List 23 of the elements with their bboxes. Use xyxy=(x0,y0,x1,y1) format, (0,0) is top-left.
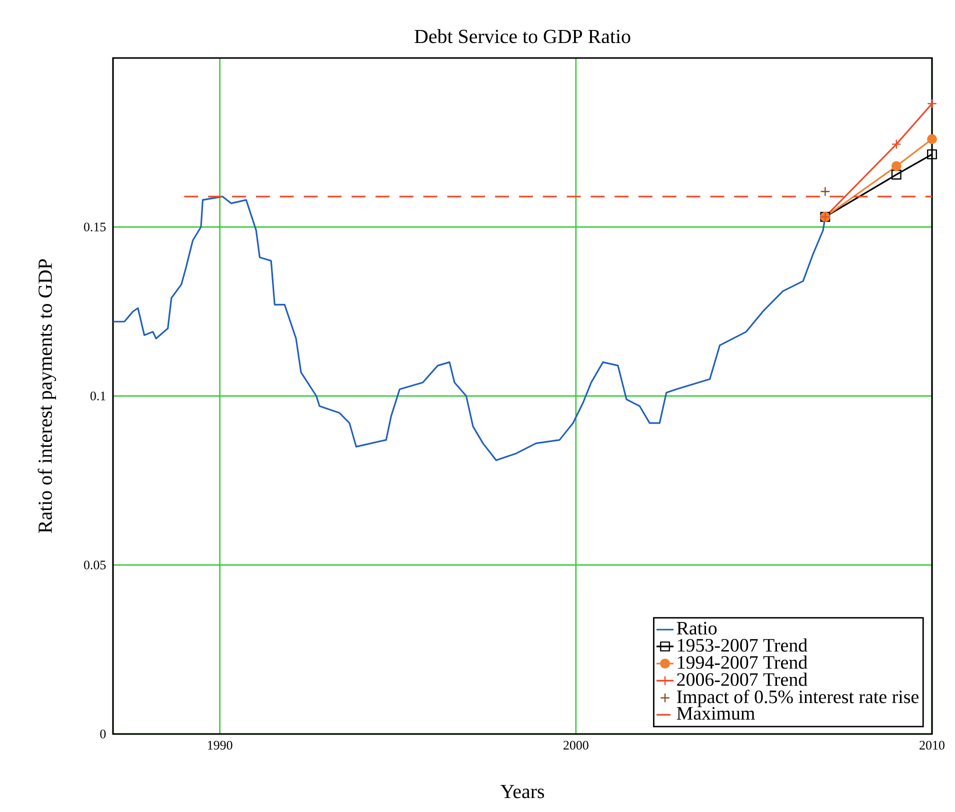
x-axis-title: Years xyxy=(500,784,544,798)
point xyxy=(891,139,902,150)
point xyxy=(891,170,902,180)
y-tick-label: 0 xyxy=(100,730,106,738)
y-tick-label: 0.15 xyxy=(84,222,106,232)
legend-label: 1953-2007 Trend xyxy=(678,638,808,652)
legend-label: Maximum xyxy=(676,707,755,720)
legend-label: 1994-2007 Trend xyxy=(678,655,808,669)
legend-label: Ratio xyxy=(676,622,717,635)
point xyxy=(927,134,937,144)
chart-title: Debt Service to GDP Ratio xyxy=(414,29,630,44)
x-tick-label: 2010 xyxy=(920,740,944,750)
point xyxy=(927,149,937,160)
x-tick-label: 1990 xyxy=(208,740,232,750)
x-tick-label: 2000 xyxy=(564,740,588,750)
point xyxy=(891,161,902,172)
legend-label: Impact of 0.5% interest rate rise xyxy=(677,690,918,708)
legend-label: 2006-2007 Trend xyxy=(677,672,808,686)
point xyxy=(820,186,830,196)
point xyxy=(927,98,937,109)
y-tick-label: 0.05 xyxy=(84,560,106,570)
y-axis-title: Ratio of interest payments to GDP xyxy=(38,259,56,533)
y-tick-label: 0.1 xyxy=(90,392,106,400)
